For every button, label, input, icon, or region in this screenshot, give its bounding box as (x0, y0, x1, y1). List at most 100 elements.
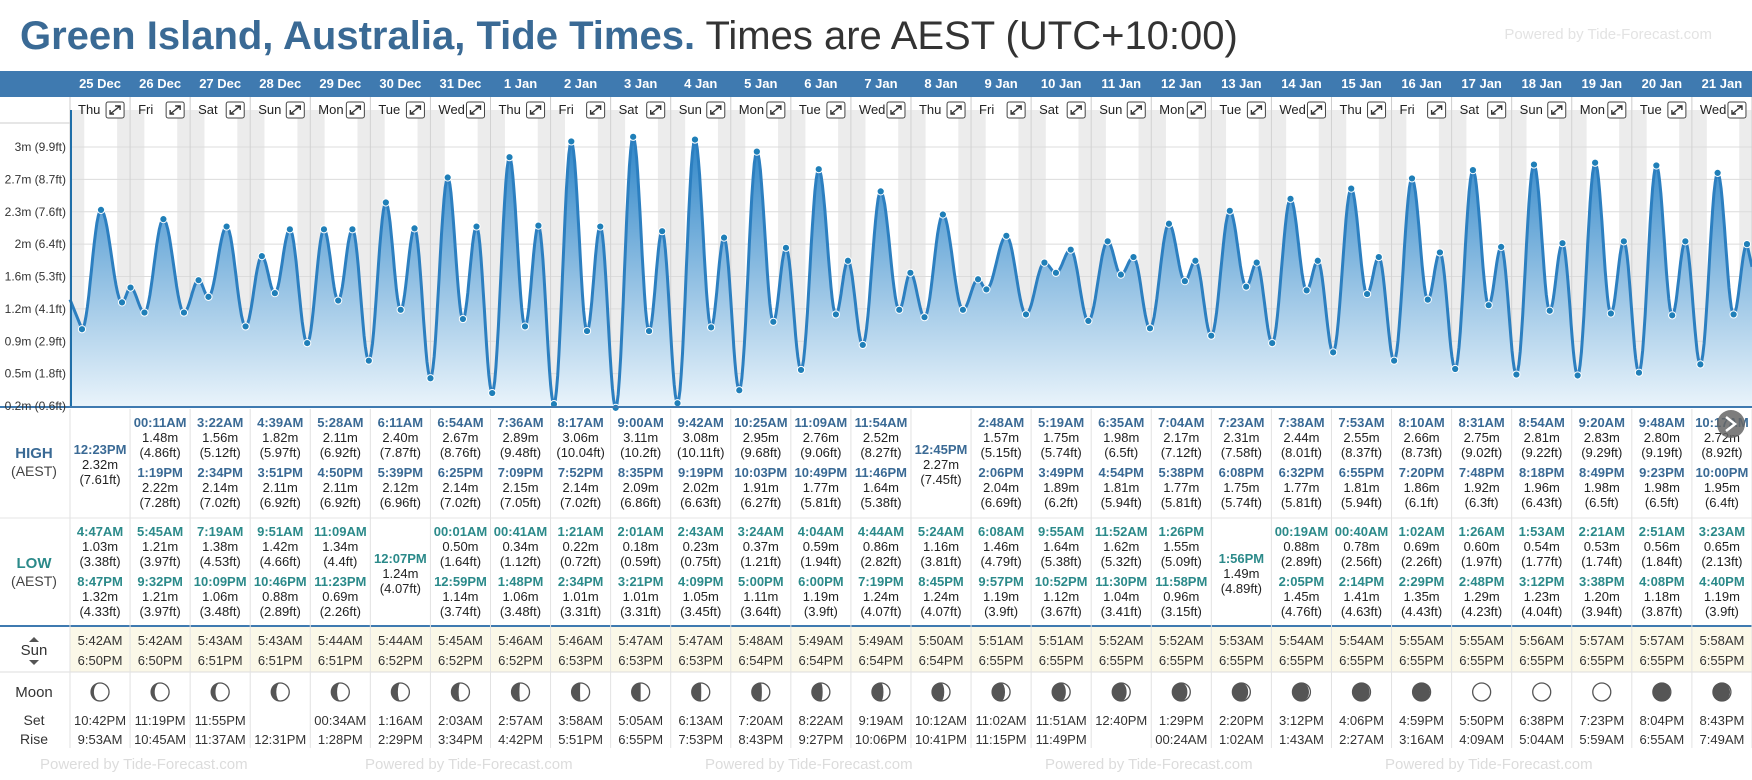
tide-point[interactable] (1606, 309, 1615, 318)
tide-point[interactable] (814, 165, 823, 174)
tide-point[interactable] (858, 340, 867, 350)
tide-point[interactable] (644, 326, 654, 336)
tide-point[interactable] (1634, 368, 1644, 377)
tide-point[interactable] (319, 225, 329, 234)
tide-point[interactable] (719, 233, 729, 242)
tide-point[interactable] (781, 243, 791, 252)
tide-point[interactable] (1484, 301, 1493, 310)
tide-point[interactable] (1286, 194, 1295, 203)
tide-point[interactable] (895, 305, 904, 314)
tide-point[interactable] (1374, 252, 1383, 262)
tide-point[interactable] (348, 225, 357, 234)
tide-point[interactable] (96, 205, 106, 214)
tide-point[interactable] (1497, 242, 1506, 251)
tide-point[interactable] (1302, 286, 1311, 295)
tide-point[interactable] (117, 298, 127, 307)
tide-point[interactable] (1329, 348, 1338, 357)
tide-point[interactable] (179, 308, 189, 317)
tide-point[interactable] (1191, 256, 1200, 265)
tide-point[interactable] (673, 399, 682, 408)
tide-point[interactable] (241, 322, 250, 331)
tide-point[interactable] (1021, 310, 1031, 319)
scroll-right-button[interactable] (1717, 410, 1745, 438)
tide-point[interactable] (973, 275, 983, 284)
tide-point[interactable] (1573, 371, 1582, 380)
tide-point[interactable] (334, 296, 343, 305)
tide-point[interactable] (204, 292, 213, 301)
tide-point[interactable] (920, 313, 929, 322)
tide-point[interactable] (520, 322, 530, 331)
tide-point[interactable] (582, 326, 592, 336)
tide-point[interactable] (77, 325, 87, 334)
tide-point[interactable] (1435, 248, 1445, 257)
tide-point[interactable] (1545, 306, 1554, 315)
tide-point[interactable] (1252, 258, 1261, 267)
tide-point[interactable] (1180, 277, 1189, 286)
tide-point[interactable] (796, 365, 806, 375)
tide-point[interactable] (1652, 161, 1661, 170)
tide-point[interactable] (285, 225, 294, 234)
tide-point[interactable] (1002, 231, 1011, 240)
tide-point[interactable] (1084, 316, 1093, 325)
tide-point[interactable] (1529, 160, 1539, 169)
tide-point[interactable] (257, 252, 266, 261)
tide-point[interactable] (1512, 370, 1521, 379)
tide-point[interactable] (1051, 268, 1061, 277)
tide-point[interactable] (396, 305, 405, 314)
tide-point[interactable] (159, 215, 168, 224)
tide-point[interactable] (534, 221, 543, 230)
tide-point[interactable] (1668, 311, 1677, 320)
tide-point[interactable] (982, 285, 991, 294)
tide-point[interactable] (1066, 245, 1075, 254)
tide-point[interactable] (1242, 282, 1251, 291)
tide-point[interactable] (126, 283, 135, 292)
tide-point[interactable] (876, 187, 885, 196)
tide-point[interactable] (303, 339, 312, 348)
tide-point[interactable] (1558, 239, 1567, 248)
tide-point[interactable] (831, 310, 840, 319)
tide-point[interactable] (1362, 289, 1372, 299)
tide-point[interactable] (629, 132, 638, 141)
tide-point[interactable] (381, 198, 390, 207)
tide-point[interactable] (752, 147, 761, 156)
tide-point[interactable] (1696, 360, 1705, 369)
tide-point[interactable] (458, 314, 468, 324)
tide-point[interactable] (1164, 219, 1174, 228)
tide-point[interactable] (938, 210, 947, 219)
tide-point[interactable] (658, 227, 667, 236)
tide-point[interactable] (1145, 324, 1155, 333)
tide-point[interactable] (1268, 339, 1277, 348)
tide-point[interactable] (1407, 174, 1417, 183)
tide-point[interactable] (1347, 184, 1356, 193)
tide-point[interactable] (1129, 252, 1138, 262)
tide-point[interactable] (1207, 331, 1216, 340)
tide-point[interactable] (843, 256, 853, 265)
tide-point[interactable] (410, 224, 419, 233)
tide-point[interactable] (1103, 237, 1112, 246)
tide-point[interactable] (958, 305, 968, 314)
tide-point[interactable] (426, 374, 435, 383)
tide-point[interactable] (443, 173, 452, 182)
tide-point[interactable] (1591, 158, 1600, 167)
tide-point[interactable] (1390, 356, 1399, 365)
tide-point[interactable] (140, 308, 149, 317)
tide-point[interactable] (472, 222, 481, 231)
tide-point[interactable] (690, 135, 700, 144)
tide-point[interactable] (1423, 295, 1432, 304)
tide-point[interactable] (1313, 256, 1322, 265)
tide-point[interactable] (735, 386, 744, 395)
tide-point[interactable] (1116, 270, 1125, 279)
tide-point[interactable] (596, 222, 605, 231)
tide-point[interactable] (1742, 240, 1752, 249)
tide-point[interactable] (1451, 364, 1460, 374)
tide-point[interactable] (1040, 258, 1049, 267)
tide-point[interactable] (769, 317, 778, 326)
tide-point[interactable] (567, 137, 576, 146)
tide-point[interactable] (1468, 166, 1478, 175)
tide-point[interactable] (364, 356, 373, 365)
tide-point[interactable] (270, 289, 279, 298)
tide-point[interactable] (906, 268, 915, 277)
tide-point[interactable] (1681, 237, 1690, 246)
tide-point[interactable] (194, 276, 203, 285)
tide-point[interactable] (488, 388, 497, 398)
